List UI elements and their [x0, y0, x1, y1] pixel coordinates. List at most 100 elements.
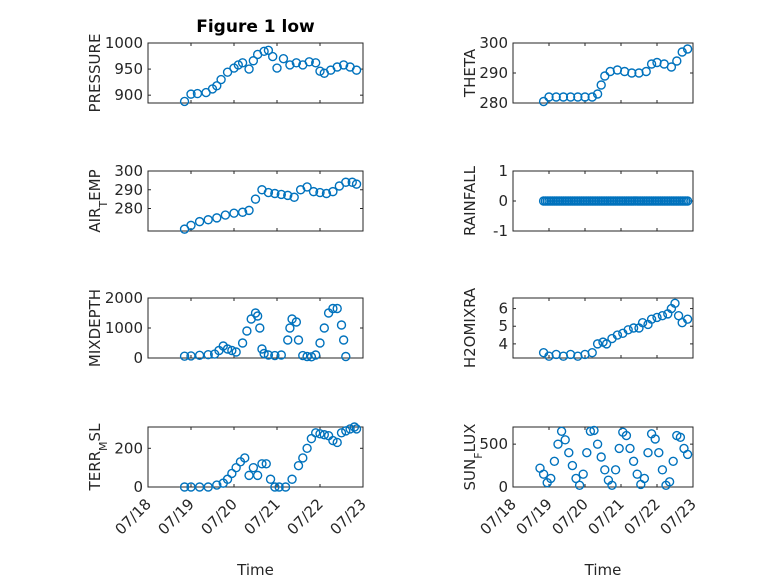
- data-point: [650, 434, 660, 444]
- data-point: [248, 56, 259, 66]
- data-point: [668, 456, 678, 466]
- data-point: [336, 428, 347, 438]
- data-point: [255, 323, 265, 333]
- data-point: [192, 88, 203, 99]
- data-point: [675, 432, 686, 442]
- data-point: [549, 456, 560, 466]
- data-point: [203, 215, 213, 225]
- data-point: [259, 46, 269, 57]
- data-point: [315, 429, 325, 439]
- data-point: [610, 465, 621, 475]
- data-point: [573, 92, 583, 102]
- data-point: [580, 92, 590, 102]
- data-point: [641, 66, 651, 77]
- y-label-part: LUX: [461, 424, 479, 453]
- data-point: [673, 310, 684, 321]
- y-tick-label: 1000: [105, 319, 143, 337]
- data-point: [263, 187, 274, 198]
- data-point: [285, 323, 295, 333]
- x-tick-label: 07/20: [198, 495, 241, 538]
- y-tick-label: 300: [479, 34, 508, 52]
- axes-box: [512, 426, 694, 488]
- data-point: [553, 439, 563, 449]
- y-tick-label: 4: [498, 335, 508, 353]
- y-tick-label: 200: [114, 439, 143, 457]
- data-point: [596, 452, 606, 462]
- data-point: [274, 482, 284, 492]
- y-tick-label: 0: [498, 192, 508, 210]
- data-point: [600, 71, 610, 81]
- data-point: [646, 59, 657, 69]
- data-point: [289, 192, 299, 202]
- data-point: [276, 189, 286, 200]
- y-axis-label: THETA: [461, 48, 479, 98]
- y-label-part: MIXDEPTH: [86, 289, 104, 367]
- y-label-subscript: M: [97, 441, 110, 451]
- y-label-part: SL: [86, 423, 104, 442]
- x-tick-label: 07/21: [241, 495, 284, 538]
- y-tick-label: 500: [479, 435, 508, 453]
- data-point: [328, 303, 338, 314]
- data-point: [336, 320, 347, 330]
- x-axis-label: Time: [584, 561, 622, 579]
- x-tick-label: 07/19: [513, 495, 556, 538]
- x-tick-label: 07/23: [657, 495, 700, 538]
- data-point: [338, 335, 349, 345]
- data-point: [270, 188, 280, 199]
- data-point: [587, 92, 597, 102]
- data-point: [652, 312, 662, 323]
- data-point: [565, 92, 576, 102]
- data-point: [298, 453, 308, 463]
- data-point: [237, 58, 248, 68]
- data-point: [682, 449, 693, 460]
- data-point: [682, 196, 693, 206]
- data-point: [263, 350, 274, 360]
- data-point: [592, 439, 603, 449]
- data-point: [186, 89, 196, 99]
- data-point: [203, 482, 213, 492]
- x-tick-label: 07/22: [284, 495, 327, 538]
- data-point: [222, 344, 233, 354]
- data-point: [227, 345, 237, 356]
- y-axis-label: RAINFALL: [461, 165, 479, 236]
- data-point: [270, 482, 280, 492]
- axes-box: [512, 297, 694, 359]
- data-point: [592, 339, 603, 349]
- data-point: [250, 194, 261, 204]
- data-point: [328, 435, 338, 446]
- data-point: [682, 314, 693, 324]
- data-point: [272, 63, 282, 73]
- data-point: [574, 480, 585, 490]
- data-point: [293, 461, 304, 471]
- data-point: [351, 424, 362, 434]
- data-point: [179, 482, 190, 492]
- data-point: [596, 80, 606, 90]
- data-point: [332, 62, 342, 72]
- data-point: [233, 60, 244, 70]
- data-point: [257, 459, 267, 469]
- y-tick-label: 0: [133, 478, 143, 496]
- x-axis-label: Time: [236, 561, 274, 579]
- data-point: [283, 190, 293, 201]
- data-point: [212, 81, 222, 91]
- data-point: [643, 448, 653, 458]
- data-point: [587, 348, 597, 358]
- y-label-subscript: T: [97, 201, 110, 209]
- y-axis-label: H2OMIXRA: [461, 287, 479, 368]
- data-point: [657, 310, 668, 321]
- data-point: [345, 424, 355, 434]
- y-tick-label: 6: [498, 300, 508, 318]
- data-point: [302, 182, 312, 192]
- data-point: [302, 351, 312, 362]
- y-tick-label: 5: [498, 317, 508, 335]
- data-point: [212, 480, 222, 490]
- data-point: [538, 469, 549, 479]
- data-point: [179, 96, 190, 107]
- data-point: [582, 448, 592, 458]
- x-tick-label: 07/18: [477, 495, 520, 538]
- data-point: [298, 350, 308, 361]
- data-point: [252, 470, 263, 481]
